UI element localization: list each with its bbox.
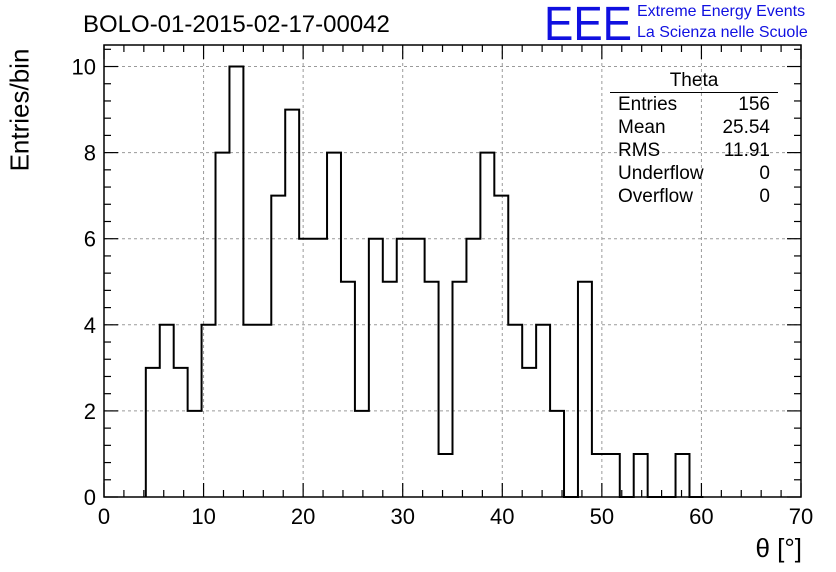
x-axis-label: θ [°] xyxy=(755,533,802,563)
histogram-bin xyxy=(341,282,355,497)
histogram-bin xyxy=(453,282,467,497)
stats-row-rms: RMS 11.91 xyxy=(610,139,778,162)
x-tick-label: 30 xyxy=(390,504,414,529)
histogram-bin xyxy=(411,239,425,497)
histogram-bin xyxy=(578,282,592,497)
stats-box: Theta Entries 156 Mean 25.54 RMS 11.91 U… xyxy=(610,70,778,208)
histogram-bin xyxy=(634,454,648,497)
stats-label: Entries xyxy=(618,94,678,115)
logo-line-2: La Scienza nelle Scuole xyxy=(637,24,808,41)
logo-line-1: Extreme Energy Events xyxy=(637,3,806,20)
histogram-bin xyxy=(592,454,606,497)
histogram-bin xyxy=(188,411,202,497)
histogram-bin xyxy=(299,239,313,497)
x-tick-label: 20 xyxy=(291,504,315,529)
x-tick-label: 10 xyxy=(191,504,215,529)
stats-value: 0 xyxy=(759,186,770,207)
histogram-bin xyxy=(229,67,243,497)
histogram-bin xyxy=(425,282,439,497)
histogram-outline xyxy=(144,65,704,498)
stats-value: 11.91 xyxy=(723,140,770,161)
stats-row-mean: Mean 25.54 xyxy=(610,116,778,139)
histogram-bin xyxy=(397,239,411,497)
y-tick-label: 2 xyxy=(84,399,96,424)
stats-label: RMS xyxy=(618,140,661,161)
stats-title: Theta xyxy=(610,70,778,93)
y-tick-label: 10 xyxy=(72,55,96,80)
stats-value: 0 xyxy=(759,163,770,184)
plot-frame xyxy=(103,44,802,498)
y-axis-label: Entries/bin xyxy=(4,48,35,172)
x-tick-label: 50 xyxy=(590,504,614,529)
x-tick-label: 60 xyxy=(689,504,713,529)
eee-logo-icon: EEE xyxy=(544,2,632,44)
histogram-bin xyxy=(355,411,369,497)
histogram-steps xyxy=(144,65,704,498)
histogram-bin xyxy=(494,196,508,497)
stats-label: Underflow xyxy=(618,163,704,184)
x-tick-label: 40 xyxy=(490,504,514,529)
stats-row-entries: Entries 156 xyxy=(610,93,778,116)
axes xyxy=(103,44,802,498)
x-tick-label: 0 xyxy=(98,504,110,529)
histogram-bin xyxy=(676,454,690,497)
y-tick-label: 4 xyxy=(84,313,96,338)
run-title: BOLO-01-2015-02-17-00042 xyxy=(83,11,390,38)
histogram-bin xyxy=(550,411,564,497)
stats-label: Mean xyxy=(618,117,666,138)
histogram-bin xyxy=(271,196,285,497)
histogram-bin xyxy=(257,325,271,497)
histogram-bin xyxy=(174,368,188,497)
x-tick-label: 70 xyxy=(789,504,813,529)
histogram-bin xyxy=(146,368,160,497)
histogram-bin xyxy=(522,368,536,497)
histogram-bin xyxy=(313,239,327,497)
y-tick-label: 6 xyxy=(84,227,96,252)
y-tick-label: 0 xyxy=(84,485,96,510)
stats-value: 25.54 xyxy=(722,117,770,138)
stats-row-overflow: Overflow 0 xyxy=(610,185,778,208)
y-tick-label: 8 xyxy=(84,141,96,166)
histogram-bin xyxy=(439,454,453,497)
stats-row-underflow: Underflow 0 xyxy=(610,162,778,185)
histogram-bin xyxy=(606,454,620,497)
stats-label: Overflow xyxy=(618,186,693,207)
histogram-bin xyxy=(383,282,397,497)
tick-labels: 0 10 20 30 40 50 60 70 0 2 4 6 8 10 xyxy=(72,55,814,529)
stats-value: 156 xyxy=(738,94,770,115)
logo-letters: EEE xyxy=(544,2,632,44)
histogram-bin xyxy=(216,153,230,497)
histogram-bin xyxy=(466,239,480,497)
histogram-bin xyxy=(369,239,383,497)
histogram-bin xyxy=(285,110,299,497)
